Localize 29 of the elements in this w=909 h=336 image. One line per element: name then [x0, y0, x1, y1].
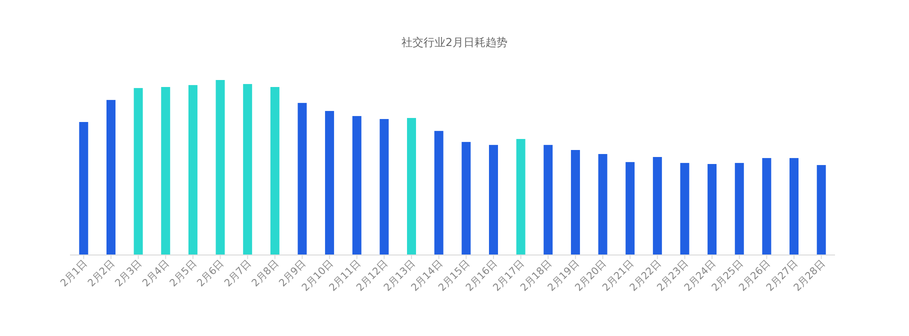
bar — [652, 157, 662, 255]
bar — [790, 158, 799, 255]
bar — [325, 110, 334, 255]
bar — [626, 162, 635, 255]
bar — [434, 130, 444, 255]
bar — [106, 100, 116, 255]
bar — [708, 164, 717, 255]
bar — [79, 122, 88, 255]
bar — [762, 158, 772, 255]
bar — [270, 87, 280, 255]
bar — [243, 84, 252, 255]
bar — [516, 138, 526, 255]
bar — [407, 118, 416, 255]
bar — [380, 119, 389, 255]
bar — [161, 87, 170, 255]
chart-title: 社交行业2月日耗趋势 — [402, 36, 508, 49]
bar — [570, 150, 580, 255]
bar — [298, 102, 307, 255]
bar — [216, 80, 225, 255]
bar — [188, 85, 198, 255]
bar — [134, 88, 143, 255]
bar — [462, 142, 471, 255]
bar — [816, 165, 826, 255]
bar — [680, 162, 690, 255]
bar — [352, 116, 362, 255]
bar — [544, 144, 553, 255]
bar — [598, 154, 608, 255]
bar — [734, 162, 744, 255]
bar — [488, 144, 498, 255]
